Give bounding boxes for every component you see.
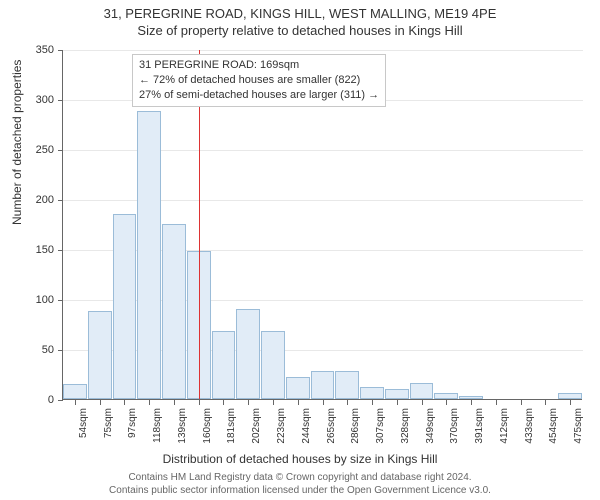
xtick-mark <box>372 400 373 405</box>
ytick-mark <box>58 250 63 251</box>
ytick-label: 200 <box>24 194 54 206</box>
xtick-label: 286sqm <box>350 408 361 444</box>
xtick-label: 391sqm <box>474 408 485 444</box>
histogram-bar <box>137 111 161 399</box>
histogram-bar <box>410 383 434 399</box>
xtick-label: 223sqm <box>276 408 287 444</box>
histogram-bar <box>360 387 384 399</box>
xtick-label: 370sqm <box>449 408 460 444</box>
histogram-bar <box>459 396 483 399</box>
xtick-mark <box>273 400 274 405</box>
title-address: 31, PEREGRINE ROAD, KINGS HILL, WEST MAL… <box>0 0 600 21</box>
ytick-mark <box>58 150 63 151</box>
xtick-label: 139sqm <box>177 408 188 444</box>
chart-area: 31 PEREGRINE ROAD: 169sqm ← 72% of detac… <box>62 50 582 400</box>
xtick-mark <box>347 400 348 405</box>
histogram-bar <box>385 389 409 399</box>
xtick-mark <box>570 400 571 405</box>
xtick-label: 160sqm <box>202 408 213 444</box>
xtick-label: 475sqm <box>573 408 584 444</box>
xtick-mark <box>298 400 299 405</box>
annotation-line2: ← 72% of detached houses are smaller (82… <box>139 73 379 88</box>
histogram-bar <box>261 331 285 399</box>
xtick-mark <box>323 400 324 405</box>
xtick-mark <box>223 400 224 405</box>
xtick-mark <box>174 400 175 405</box>
histogram-bar <box>63 384 87 399</box>
xtick-mark <box>397 400 398 405</box>
histogram-bar <box>162 224 186 399</box>
footer-licence: Contains public sector information licen… <box>0 485 600 496</box>
ytick-label: 250 <box>24 144 54 156</box>
ytick-label: 50 <box>24 344 54 356</box>
annotation-line1: 31 PEREGRINE ROAD: 169sqm <box>139 58 379 73</box>
histogram-bar <box>212 331 236 399</box>
histogram-bar <box>113 214 137 399</box>
xtick-mark <box>521 400 522 405</box>
xtick-mark <box>100 400 101 405</box>
ytick-mark <box>58 300 63 301</box>
xtick-mark <box>149 400 150 405</box>
histogram-bar <box>311 371 335 399</box>
ytick-label: 100 <box>24 294 54 306</box>
xtick-label: 307sqm <box>375 408 386 444</box>
histogram-bar <box>434 393 458 399</box>
xtick-label: 202sqm <box>251 408 262 444</box>
xtick-mark <box>124 400 125 405</box>
chart-container: 31, PEREGRINE ROAD, KINGS HILL, WEST MAL… <box>0 0 600 500</box>
xtick-mark <box>75 400 76 405</box>
xtick-mark <box>248 400 249 405</box>
xtick-label: 433sqm <box>524 408 535 444</box>
ytick-mark <box>58 100 63 101</box>
ytick-mark <box>58 50 63 51</box>
ytick-label: 150 <box>24 244 54 256</box>
xtick-label: 118sqm <box>152 408 163 443</box>
x-axis-label: Distribution of detached houses by size … <box>0 452 600 466</box>
xtick-label: 75sqm <box>103 408 114 438</box>
ytick-mark <box>58 200 63 201</box>
y-axis-label: Number of detached properties <box>10 60 24 225</box>
xtick-mark <box>446 400 447 405</box>
xtick-label: 454sqm <box>548 408 559 444</box>
ytick-label: 300 <box>24 94 54 106</box>
xtick-label: 328sqm <box>400 408 411 444</box>
xtick-mark <box>471 400 472 405</box>
xtick-label: 244sqm <box>301 408 312 444</box>
xtick-mark <box>199 400 200 405</box>
annotation-box: 31 PEREGRINE ROAD: 169sqm ← 72% of detac… <box>132 54 386 107</box>
xtick-label: 265sqm <box>326 408 337 444</box>
histogram-bar <box>286 377 310 399</box>
footer-copyright: Contains HM Land Registry data © Crown c… <box>0 472 600 483</box>
histogram-bar <box>335 371 359 399</box>
xtick-mark <box>422 400 423 405</box>
histogram-bar <box>558 393 582 399</box>
annotation-line3: 27% of semi-detached houses are larger (… <box>139 88 379 103</box>
histogram-bar <box>88 311 112 399</box>
ytick-label: 0 <box>24 394 54 406</box>
xtick-label: 181sqm <box>226 408 237 444</box>
xtick-mark <box>545 400 546 405</box>
histogram-bar <box>236 309 260 399</box>
xtick-label: 54sqm <box>78 408 89 438</box>
gridline <box>63 50 583 51</box>
title-subtitle: Size of property relative to detached ho… <box>0 21 600 38</box>
xtick-mark <box>496 400 497 405</box>
ytick-label: 350 <box>24 44 54 56</box>
xtick-label: 349sqm <box>425 408 436 444</box>
ytick-mark <box>58 350 63 351</box>
xtick-label: 97sqm <box>127 408 138 438</box>
ytick-mark <box>58 400 63 401</box>
xtick-label: 412sqm <box>499 408 510 444</box>
